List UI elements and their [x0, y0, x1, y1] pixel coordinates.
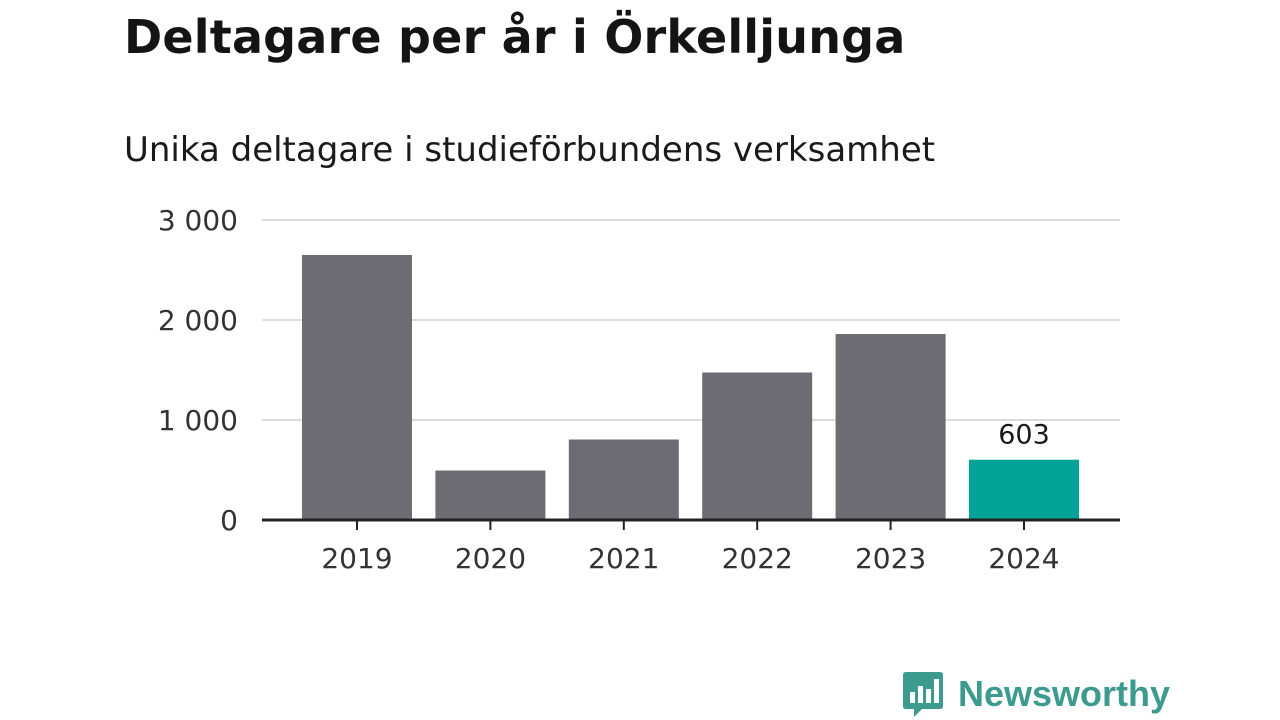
- chart-subtitle: Unika deltagare i studieförbundens verks…: [124, 130, 936, 170]
- bar-2019: [302, 255, 412, 520]
- data-label: 603: [998, 420, 1050, 451]
- x-tick-label: 2020: [455, 542, 526, 575]
- bar-chart-speech-bubble-icon: [903, 672, 943, 717]
- chart-title: Deltagare per år i Örkelljunga: [124, 10, 906, 64]
- newsworthy-logo: Newsworthy: [902, 668, 1170, 720]
- x-tick-label: 2022: [722, 542, 793, 575]
- bar-2021: [568, 439, 679, 520]
- y-tick-label: 2 000: [158, 304, 238, 337]
- brand-name: Newsworthy: [958, 673, 1171, 714]
- x-tick-label: 2024: [988, 542, 1059, 575]
- bar-2020: [435, 470, 546, 520]
- bar-2022: [702, 372, 813, 520]
- x-tick-label: 2021: [588, 542, 659, 575]
- bar-2023: [835, 334, 946, 520]
- x-tick-label: 2023: [855, 542, 926, 575]
- y-tick-label: 3 000: [158, 204, 238, 237]
- x-tick-label: 2019: [321, 542, 392, 575]
- y-tick-label: 0: [220, 504, 238, 537]
- y-tick-label: 1 000: [158, 404, 238, 437]
- bar-2024: [969, 459, 1079, 520]
